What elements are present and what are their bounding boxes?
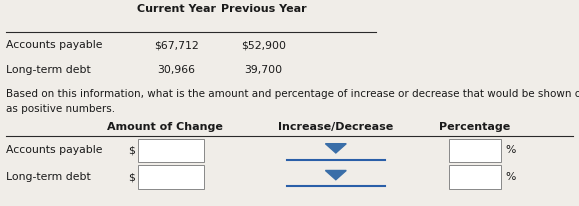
Text: Percentage: Percentage [439,122,511,132]
Text: Based on this information, what is the amount and percentage of increase or decr: Based on this information, what is the a… [6,89,579,99]
FancyBboxPatch shape [137,138,204,162]
Polygon shape [325,144,346,153]
Text: Increase/Decrease: Increase/Decrease [278,122,394,132]
Text: Previous Year: Previous Year [221,4,306,14]
Text: 30,966: 30,966 [157,65,196,75]
FancyBboxPatch shape [449,165,501,189]
Text: as positive numbers.: as positive numbers. [6,104,115,114]
FancyBboxPatch shape [137,165,204,189]
Text: $: $ [128,172,134,182]
Text: %: % [505,172,516,182]
Text: %: % [505,145,516,155]
FancyBboxPatch shape [449,138,501,162]
Text: $52,900: $52,900 [241,40,286,50]
Text: Amount of Change: Amount of Change [107,122,223,132]
Text: 39,700: 39,700 [244,65,283,75]
Text: Accounts payable: Accounts payable [6,145,102,155]
Polygon shape [325,171,346,180]
Text: Long-term debt: Long-term debt [6,65,90,75]
Text: Accounts payable: Accounts payable [6,40,102,50]
Text: Current Year: Current Year [137,4,216,14]
Text: $67,712: $67,712 [154,40,199,50]
Text: Long-term debt: Long-term debt [6,172,90,182]
Text: $: $ [128,145,134,155]
